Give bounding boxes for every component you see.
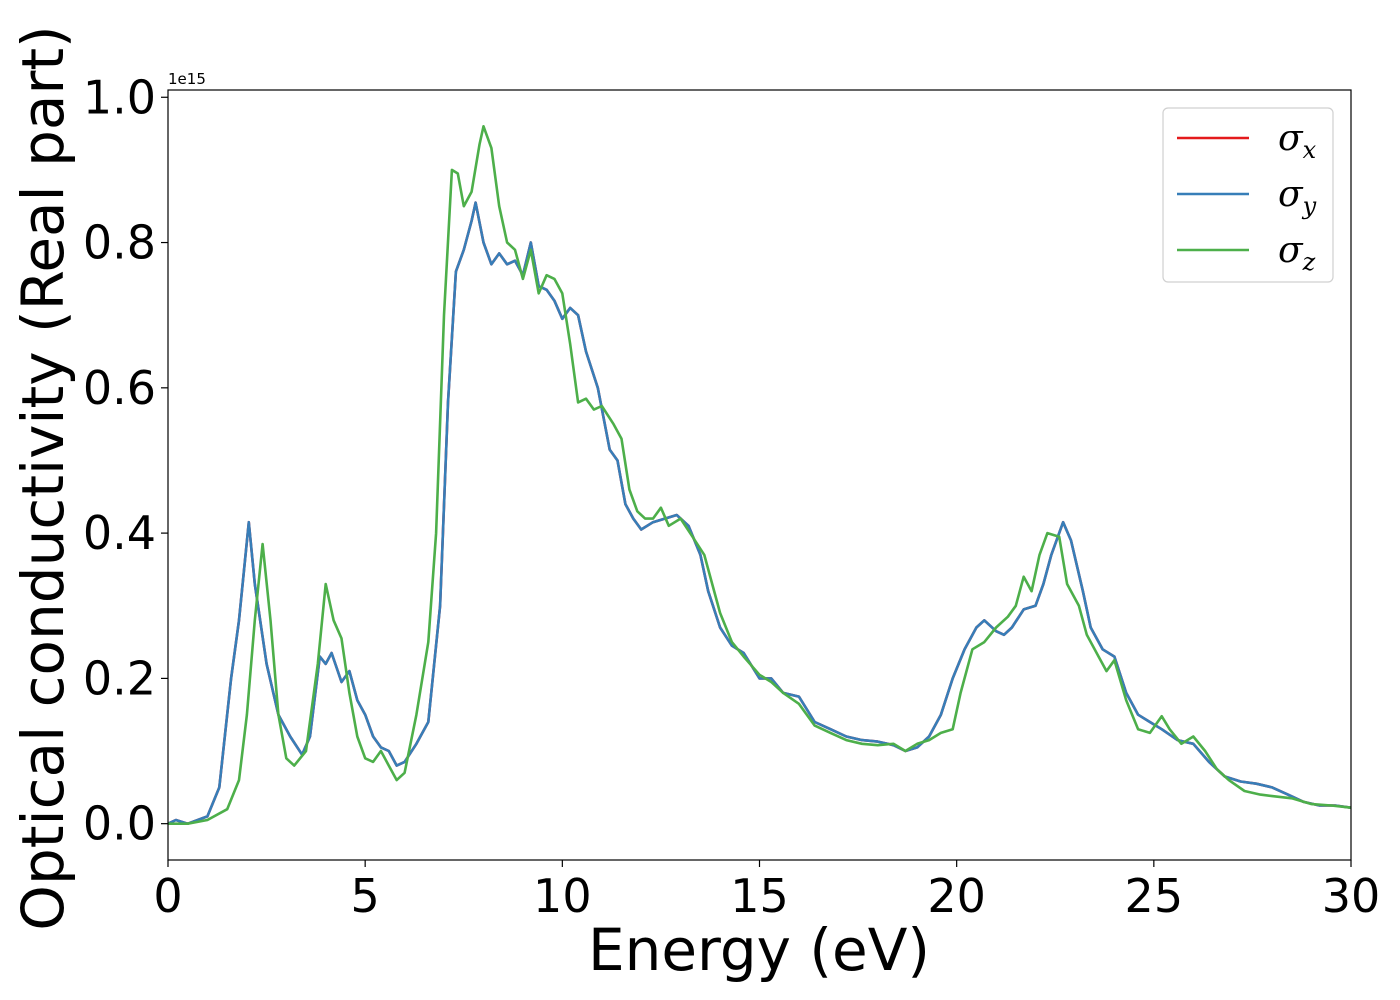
- x-axis-ticks: 0 5 10 15 20 25 30: [153, 860, 1380, 923]
- x-tick-label: 5: [351, 869, 380, 923]
- x-tick-label: 10: [533, 869, 592, 923]
- y-tick-label: 1.0: [83, 70, 156, 124]
- y-axis-title: Optical conductivity (Real part): [9, 25, 77, 930]
- x-tick-label: 15: [730, 869, 789, 923]
- x-tick-label: 30: [1322, 869, 1381, 923]
- x-tick-label: 20: [927, 869, 986, 923]
- x-tick-label: 0: [153, 869, 182, 923]
- series-line-z: [168, 125, 1352, 825]
- y-axis-offset-label: 1e15: [168, 70, 206, 88]
- x-axis-title: Energy (eV): [588, 916, 930, 984]
- y-tick-label: 0.2: [83, 651, 156, 705]
- y-tick-label: 0.4: [83, 506, 156, 560]
- y-axis-ticks: 0.0 0.2 0.4 0.6 0.8 1.0: [83, 70, 168, 851]
- y-tick-label: 0.6: [83, 361, 156, 415]
- y-tick-label: 0.0: [83, 797, 156, 851]
- series-lines: [167, 125, 1352, 825]
- series-line-y: [167, 201, 1352, 825]
- series-line-x: [167, 201, 1352, 825]
- y-tick-label: 0.8: [83, 216, 156, 270]
- x-tick-label: 25: [1125, 869, 1184, 923]
